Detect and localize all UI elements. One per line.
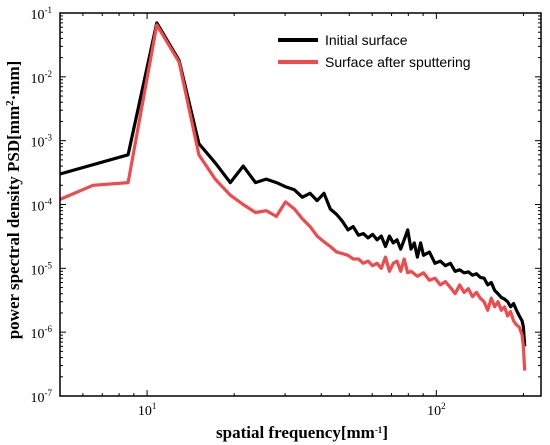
- plot-frame: [59, 12, 542, 397]
- x-tick-label: 101: [138, 401, 157, 419]
- legend-label-sputtered: Surface after sputtering: [325, 54, 471, 70]
- series-line-initial: [60, 21, 527, 347]
- tick-layer: [59, 12, 541, 397]
- x-tick-labels: 101 102: [138, 401, 446, 419]
- y-tick-label: 10-3: [31, 133, 53, 151]
- y-tick-label: 10-5: [31, 260, 53, 278]
- y-tick-label: 10-2: [31, 69, 53, 87]
- series-layer: [60, 21, 527, 371]
- y-tick-label: 10-6: [31, 324, 53, 342]
- legend: Initial surface Surface after sputtering: [278, 32, 471, 70]
- y-tick-label: 10-1: [31, 5, 53, 23]
- x-tick-label: 102: [427, 401, 446, 419]
- y-tick-label: 10-7: [31, 388, 53, 406]
- y-tick-labels: 10-7 10-6 10-5 10-4 10-3 10-2 10-1: [31, 5, 53, 406]
- y-axis-title: power spectral density PSD[mm2·mm]: [4, 61, 23, 340]
- series-line-sputtered: [60, 23, 527, 371]
- y-tick-label: 10-4: [31, 197, 53, 215]
- legend-label-initial: Initial surface: [325, 32, 408, 48]
- x-axis-title: spatial frequency[mm-1]: [216, 423, 388, 442]
